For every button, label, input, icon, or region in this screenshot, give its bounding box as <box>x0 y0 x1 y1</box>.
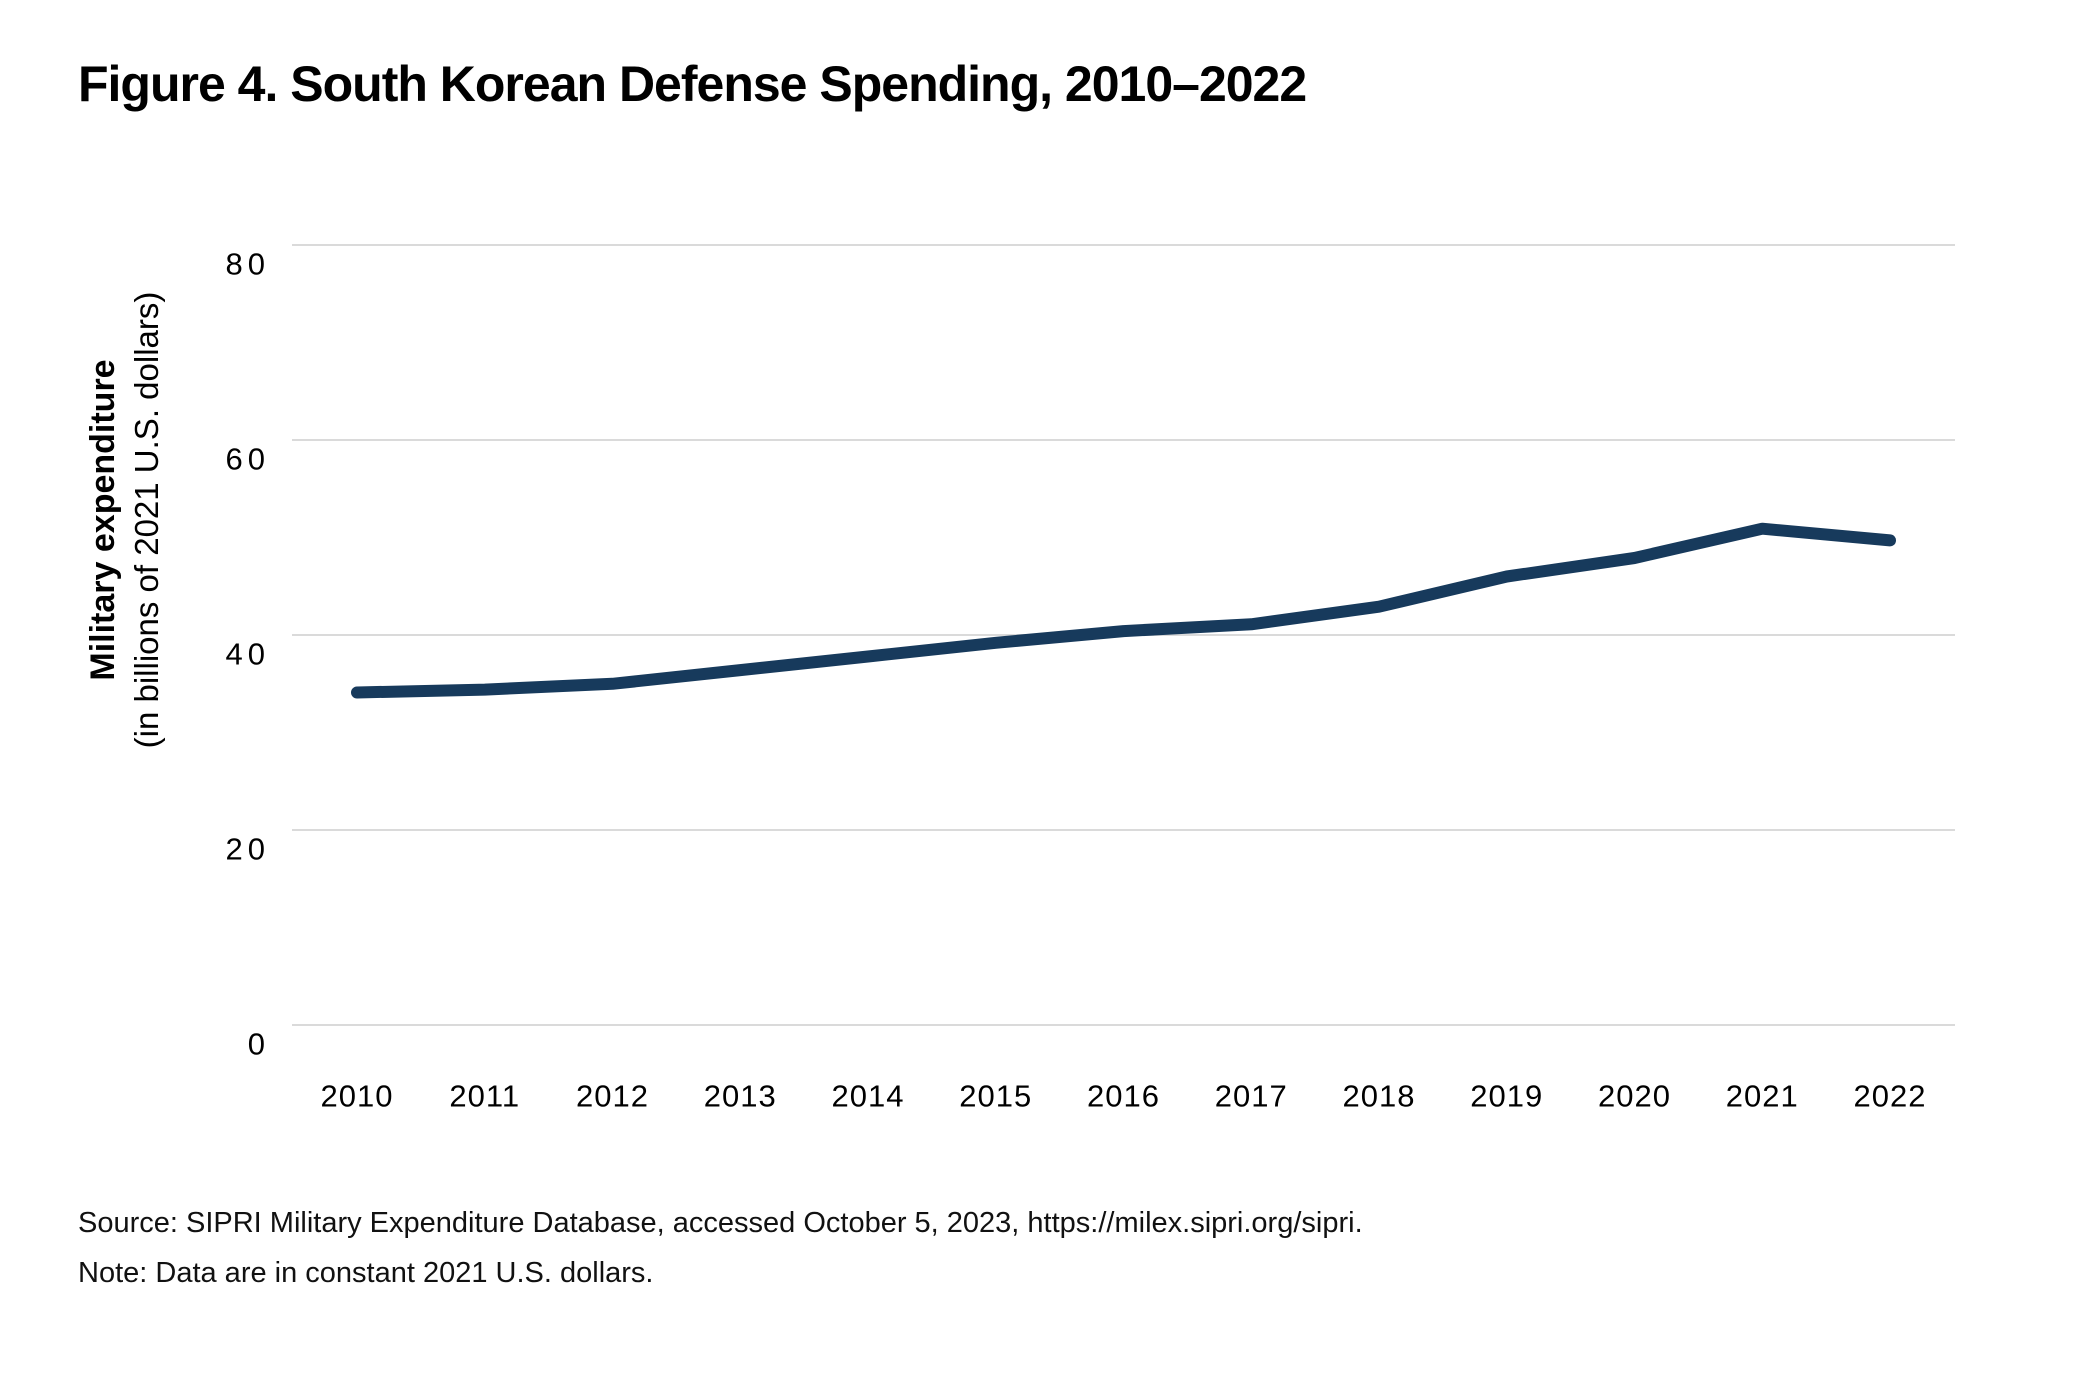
note-line: Note: Data are in constant 2021 U.S. dol… <box>78 1257 654 1289</box>
x-tick-label: 2010 <box>321 1079 394 1114</box>
source-block: Source: SIPRI Military Expenditure Datab… <box>78 1198 1363 1298</box>
x-tick-label: 2013 <box>704 1079 777 1114</box>
x-tick-label: 2014 <box>832 1079 905 1114</box>
y-tick-label: 20 <box>226 832 270 867</box>
x-tick-label: 2019 <box>1470 1079 1543 1114</box>
y-tick-label: 40 <box>226 637 270 672</box>
figure-title: Figure 4. South Korean Defense Spending,… <box>78 56 1307 112</box>
y-tick-label: 0 <box>248 1027 270 1062</box>
x-tick-label: 2022 <box>1854 1079 1927 1114</box>
x-tick-label: 2016 <box>1087 1079 1160 1114</box>
source-line: Source: SIPRI Military Expenditure Datab… <box>78 1207 1363 1239</box>
y-tick-label: 60 <box>226 442 270 477</box>
x-tick-label: 2015 <box>959 1079 1032 1114</box>
x-tick-label: 2017 <box>1215 1079 1288 1114</box>
data-line <box>351 522 1896 699</box>
x-tick-label: 2011 <box>449 1079 520 1114</box>
y-tick-label: 80 <box>226 247 270 282</box>
x-tick-label: 2020 <box>1598 1079 1671 1114</box>
x-tick-label: 2012 <box>576 1079 649 1114</box>
x-tick-label: 2018 <box>1343 1079 1416 1114</box>
x-tick-label: 2021 <box>1726 1079 1799 1114</box>
